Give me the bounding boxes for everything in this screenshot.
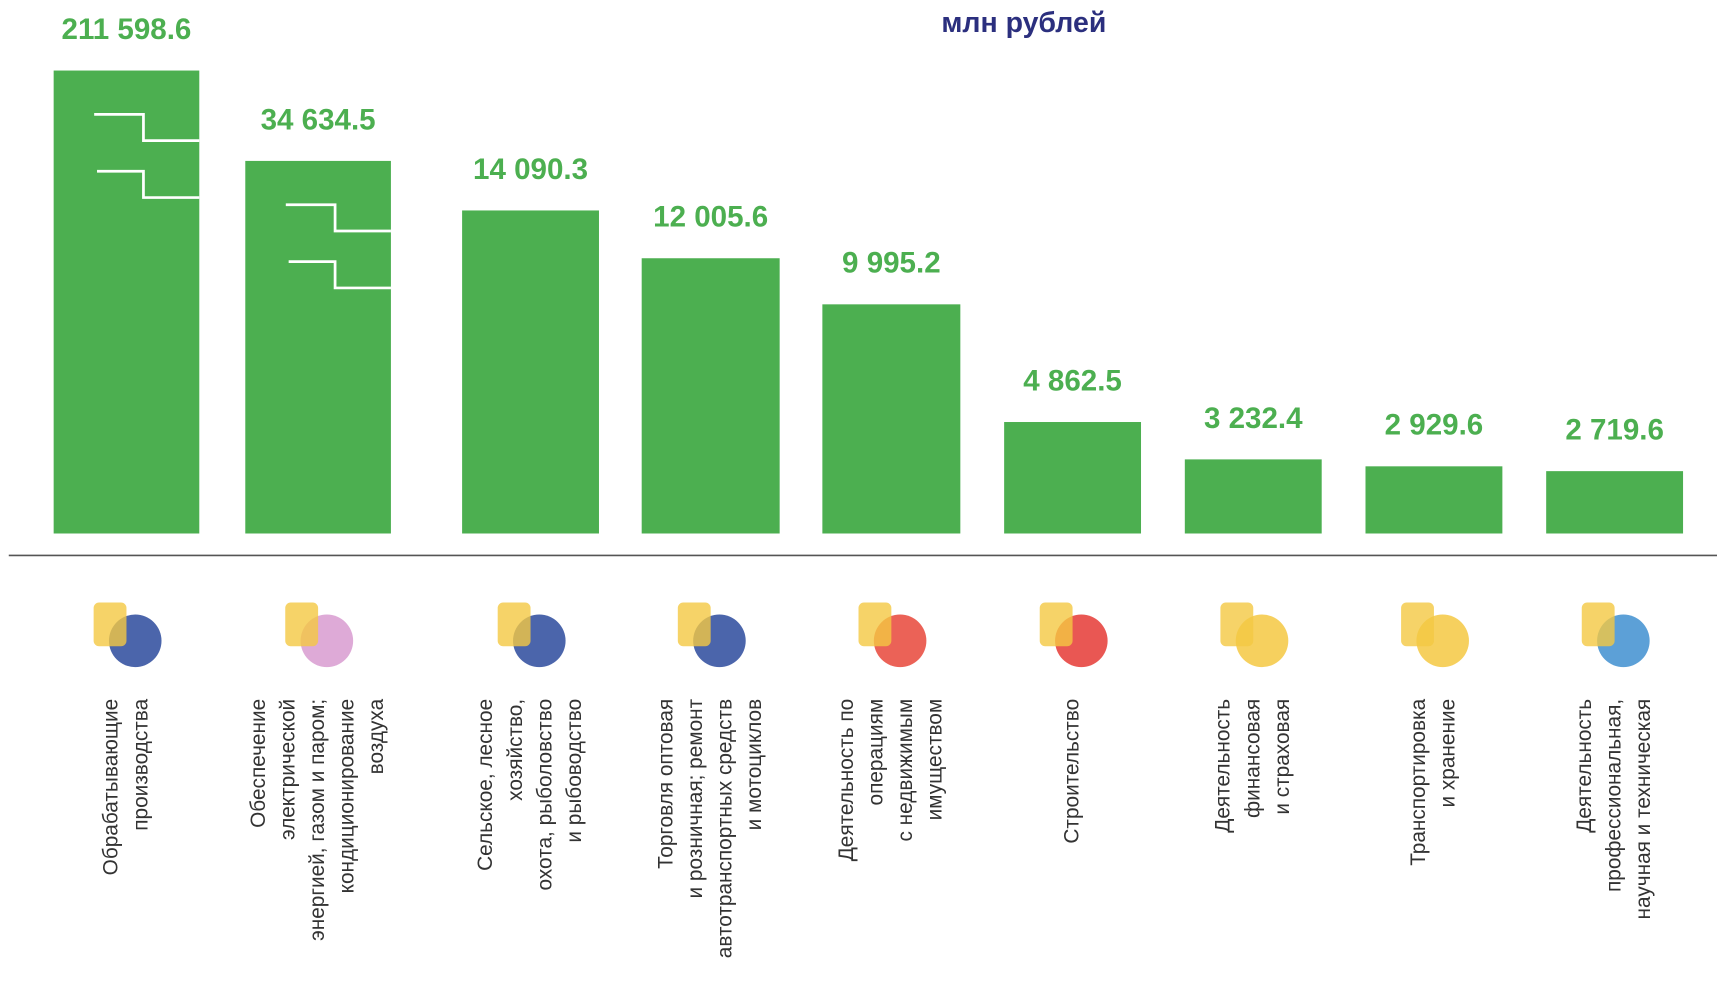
value-label: 4 862.5	[1023, 364, 1122, 397]
label-line: научная и техническая	[1632, 699, 1655, 920]
label-line: Торговля оптовая	[654, 699, 677, 869]
category-icon	[1040, 602, 1108, 667]
label-line: и розничная; ремонт	[683, 698, 706, 898]
label-line: Сельское, лесное	[474, 699, 497, 871]
bar	[822, 304, 960, 533]
label-line: Деятельность	[1573, 699, 1596, 833]
category-icon	[1401, 602, 1469, 667]
bar	[245, 161, 391, 534]
chart: млн рублей 211 598.6 Обрабатывающие произв…	[0, 0, 1717, 998]
icon-shape	[1582, 602, 1615, 646]
label-line: и мотоциклов	[743, 699, 766, 831]
label-line: воздуха	[365, 698, 388, 774]
value-label: 34 634.5	[261, 103, 376, 136]
x-tick-label: Торговля оптовая и розничная; ремонт автот…	[654, 698, 766, 958]
bar	[462, 210, 599, 533]
icon-shape	[498, 602, 531, 646]
label-line: производства	[129, 698, 152, 830]
x-tick-label: Обрабатывающие производства	[99, 698, 152, 875]
x-tick-label: Сельское, лесное хозяйство, охота, рыболов…	[474, 699, 586, 891]
icon-shape	[1220, 602, 1253, 646]
category-icon	[1582, 602, 1650, 667]
bar	[642, 258, 780, 533]
icon-shape	[285, 602, 318, 646]
bar	[1546, 471, 1683, 533]
value-label: 12 005.6	[653, 201, 768, 234]
bar	[1004, 422, 1141, 533]
bar	[1365, 466, 1502, 533]
icon-shape	[1401, 602, 1434, 646]
x-tick-label: Обеспечение электрической энергией, газом …	[246, 698, 387, 940]
icon-shape	[94, 602, 127, 646]
bar	[1185, 459, 1322, 533]
label-line: Деятельность	[1211, 699, 1234, 833]
label-line: Обеспечение	[246, 699, 269, 828]
label-line: и рыбоводство	[562, 699, 585, 843]
category-icon	[1220, 602, 1288, 667]
x-tick-label: Деятельность профессиональная, научная и т…	[1573, 699, 1655, 920]
label-line: хозяйство,	[503, 699, 526, 801]
label-line: финансовая	[1241, 699, 1264, 818]
label-line: Обрабатывающие	[99, 699, 122, 876]
x-tick-label: Транспортировка и хранение	[1407, 698, 1460, 865]
value-label: 9 995.2	[842, 247, 941, 280]
label-line: энергией, газом и паром;	[306, 699, 329, 941]
value-label: 2 929.6	[1385, 409, 1484, 442]
label-line: с недвижимым	[894, 699, 917, 842]
category-icon	[498, 602, 566, 667]
icon-shape	[1040, 602, 1073, 646]
label-line: Строительство	[1060, 699, 1083, 844]
label-line: кондиционирование	[335, 699, 358, 894]
value-label: 14 090.3	[473, 153, 588, 186]
category-icon	[94, 602, 162, 667]
label-line: Транспортировка	[1407, 698, 1430, 865]
page: млн рублей 211 598.6 Обрабатывающие произв…	[0, 0, 1717, 998]
chart-subtitle: млн рублей	[941, 7, 1106, 39]
category-icon	[285, 602, 353, 667]
label-line: охота, рыболовство	[533, 699, 556, 891]
label-line: и страховая	[1270, 699, 1293, 815]
x-tick-label: Строительство	[1060, 699, 1083, 844]
value-label: 3 232.4	[1204, 402, 1303, 435]
label-line: имуществом	[923, 699, 946, 821]
category-icon	[859, 602, 927, 667]
label-line: электрической	[276, 699, 299, 840]
x-tick-label: Деятельность финансовая и страховая	[1211, 699, 1293, 833]
value-label: 2 719.6	[1565, 414, 1664, 447]
label-line: автотранспортных средств	[713, 699, 736, 958]
icon-shape	[678, 602, 711, 646]
value-label: 211 598.6	[62, 13, 192, 46]
label-line: профессиональная,	[1602, 699, 1625, 892]
category-icon	[678, 602, 746, 667]
label-line: и хранение	[1436, 699, 1459, 808]
icon-shape	[859, 602, 892, 646]
label-line: Деятельность по	[835, 699, 858, 861]
label-line: операциям	[864, 699, 887, 806]
x-tick-label: Деятельность по операциям с недвижимым имущ…	[835, 699, 947, 861]
